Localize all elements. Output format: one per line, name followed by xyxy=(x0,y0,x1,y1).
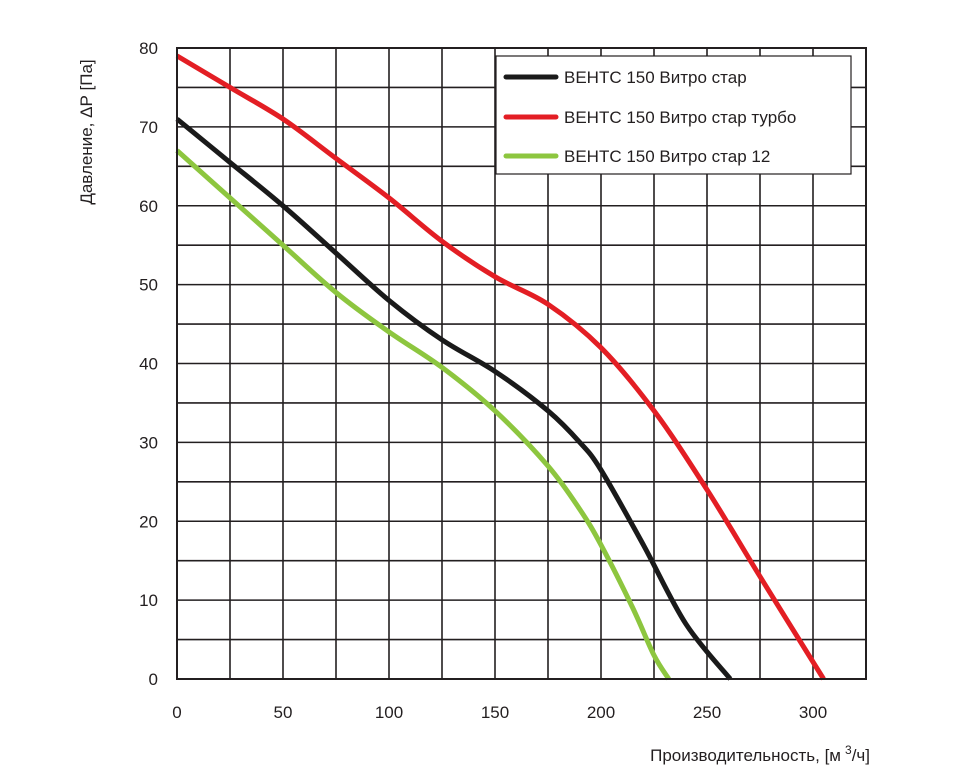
plot-border xyxy=(176,47,867,680)
y-tick-label: 80 xyxy=(139,39,158,58)
x-tick-label: 50 xyxy=(274,703,293,722)
legend: ВЕНТС 150 Витро стар ВЕНТС 150 Витро ста… xyxy=(495,55,852,175)
x-tick-label: 0 xyxy=(172,703,181,722)
x-axis-label-end: /ч] xyxy=(852,746,870,765)
legend-label-0: ВЕНТС 150 Витро стар xyxy=(564,68,747,87)
y-tick-label: 50 xyxy=(139,276,158,295)
x-axis-label-main: Производительность, [м xyxy=(650,746,841,765)
x-tick-label: 300 xyxy=(799,703,827,722)
x-tick-label: 200 xyxy=(587,703,615,722)
y-tick-label: 10 xyxy=(139,591,158,610)
legend-label-1: ВЕНТС 150 Витро стар турбо xyxy=(564,108,796,127)
y-tick-label: 70 xyxy=(139,118,158,137)
x-tick-label: 150 xyxy=(481,703,509,722)
series-lines xyxy=(175,53,826,681)
y-tick-label: 30 xyxy=(139,433,158,452)
y-tick-label: 60 xyxy=(139,197,158,216)
x-tick-label: 250 xyxy=(693,703,721,722)
legend-label-2: ВЕНТС 150 Витро стар 12 xyxy=(564,147,770,166)
y-tick-label: 0 xyxy=(149,670,158,689)
series-line-1 xyxy=(175,53,826,681)
y-axis-ticks: 0 10 20 30 40 50 60 70 80 xyxy=(139,39,158,689)
y-tick-label: 40 xyxy=(139,355,158,374)
x-tick-label: 100 xyxy=(375,703,403,722)
y-axis-label: Давление, ΔР [Па] xyxy=(77,59,96,204)
y-tick-label: 20 xyxy=(139,512,158,531)
x-axis-label: Производительность, [м 3/ч] xyxy=(650,743,870,765)
series-line-2 xyxy=(175,148,671,681)
x-axis-label-sup: 3 xyxy=(845,743,852,757)
x-axis-ticks: 0 50 100 150 200 250 300 xyxy=(172,703,827,722)
series-line-0 xyxy=(175,117,733,681)
